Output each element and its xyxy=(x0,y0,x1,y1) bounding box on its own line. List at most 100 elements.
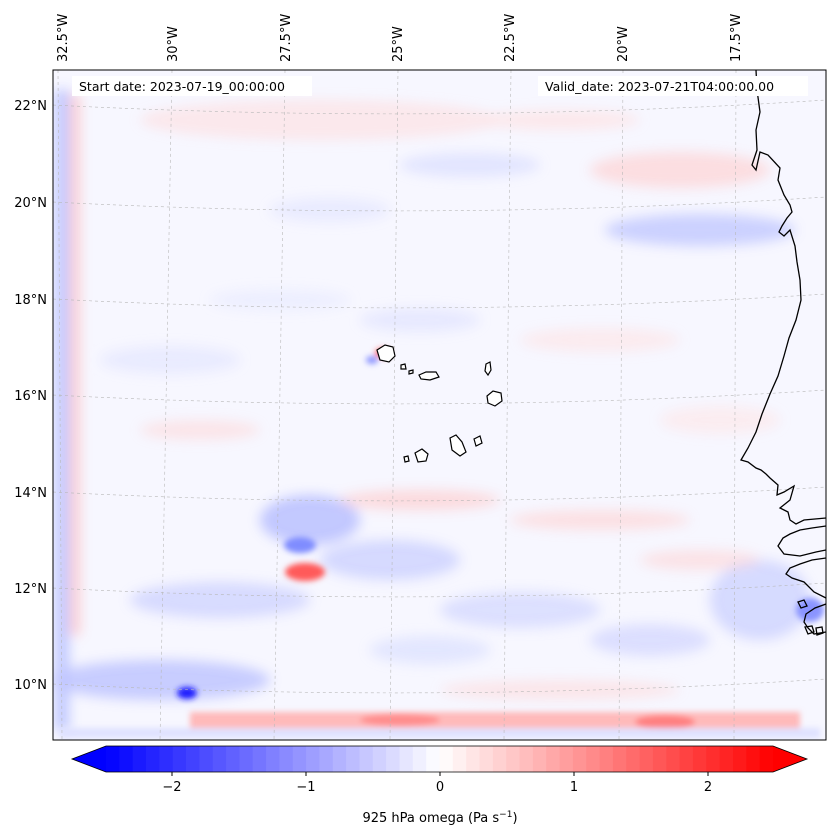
colorbar-segment xyxy=(372,746,387,772)
colorbar-segments xyxy=(106,746,774,772)
island-santo-antao xyxy=(376,344,396,363)
meridian-22-5w xyxy=(503,70,512,740)
colorbar-segment xyxy=(746,746,761,772)
valid-date-box xyxy=(538,76,808,96)
colorbar-segment xyxy=(426,746,440,772)
cb-tick-label-neg1: −1 xyxy=(296,780,315,795)
longitude-labels: 32.5°W 30°W 27.5°W 25°W 22.5°W 20°W 17.5… xyxy=(56,14,744,62)
colorbar-segment xyxy=(106,746,120,772)
latitude-labels: 22°N 20°N 18°N 16°N 14°N 12°N 10°N xyxy=(14,99,47,693)
colorbar-segment xyxy=(212,746,227,772)
colorbar-title-superscript: −1 xyxy=(499,810,512,820)
colorbar-segment xyxy=(239,746,254,772)
lon-label-17-5w: 17.5°W xyxy=(729,14,744,62)
colorbar-segment xyxy=(226,746,240,772)
lon-label-27-5w: 27.5°W xyxy=(279,14,294,62)
colorbar-segment xyxy=(612,746,627,772)
lat-label-10n: 10°N xyxy=(14,678,47,693)
meridian-30w xyxy=(159,70,173,740)
parallel-14n xyxy=(53,486,826,502)
colorbar-segment xyxy=(439,746,454,772)
colorbar-segment xyxy=(119,746,134,772)
meridian-17-5w xyxy=(733,70,737,740)
colorbar-segment xyxy=(132,746,147,772)
island-brava xyxy=(403,455,410,463)
colorbar-segment xyxy=(519,746,534,772)
map-frame xyxy=(52,69,827,741)
colorbar-segment xyxy=(306,746,320,772)
start-date-label: Start date: 2023-07-19_00:00:00 xyxy=(79,79,285,94)
lon-label-22-5w: 22.5°W xyxy=(503,14,518,62)
colorbar-segment xyxy=(679,746,694,772)
colorbar-extend-low xyxy=(72,746,106,772)
lat-label-18n: 18°N xyxy=(14,293,47,308)
colorbar-segment xyxy=(506,746,521,772)
island-santiago xyxy=(449,434,467,457)
colorbar-segment xyxy=(559,746,574,772)
colorbar-segment xyxy=(199,746,214,772)
colorbar-segment xyxy=(652,746,667,772)
lat-label-12n: 12°N xyxy=(14,582,47,597)
colorbar-segment xyxy=(159,746,174,772)
cb-tick-label-1: 1 xyxy=(570,780,578,795)
lat-label-14n: 14°N xyxy=(14,486,47,501)
colorbar-segment xyxy=(412,746,427,772)
lon-label-25w: 25°W xyxy=(391,26,406,62)
colorbar-segment xyxy=(626,746,641,772)
colorbar-segment xyxy=(146,746,160,772)
colorbar-segment xyxy=(292,746,307,772)
colorbar-segment xyxy=(692,746,707,772)
start-date-box xyxy=(72,76,312,96)
colorbar-segment xyxy=(706,746,721,772)
valid-date-label: Valid_date: 2023-07-21T04:00:00.00 xyxy=(545,79,774,94)
colorbar: −2 −1 0 1 2 925 hPa omega (Pa s−1) xyxy=(70,745,809,826)
cape-verde-islands xyxy=(376,344,503,463)
colorbar-segment xyxy=(492,746,507,772)
meridian-32-5w xyxy=(57,70,63,740)
colorbar-segment xyxy=(479,746,494,772)
colorbar-segment xyxy=(172,746,187,772)
colorbar-segment xyxy=(399,746,414,772)
cb-tick-label-0: 0 xyxy=(436,780,444,795)
graticule xyxy=(53,70,826,740)
colorbar-segment xyxy=(279,746,294,772)
lon-label-30w: 30°W xyxy=(166,26,181,62)
colorbar-segment xyxy=(732,746,747,772)
meridian-20w xyxy=(618,70,624,740)
island-bissagos-3 xyxy=(797,599,808,609)
island-sal xyxy=(484,361,492,377)
island-fogo xyxy=(414,448,429,463)
lat-label-22n: 22°N xyxy=(14,99,47,114)
colorbar-extend-high xyxy=(773,746,807,772)
cb-tick-label-neg2: −2 xyxy=(162,780,181,795)
cb-tick-label-2: 2 xyxy=(704,780,712,795)
colorbar-segment xyxy=(759,746,774,772)
parallel-10n xyxy=(53,678,826,694)
island-sao-nicolau xyxy=(418,371,440,381)
meridian-27-5w xyxy=(273,70,286,740)
island-bissagos-2 xyxy=(815,626,824,636)
colorbar-segment xyxy=(466,746,481,772)
africa-coastline xyxy=(740,70,826,635)
colorbar-outline xyxy=(70,745,809,773)
lon-label-32-5w: 32.5°W xyxy=(56,14,71,62)
colorbar-segment xyxy=(599,746,614,772)
meridian-25w xyxy=(389,70,399,740)
island-bissagos-1 xyxy=(804,625,815,635)
lon-label-20w: 20°W xyxy=(616,26,631,62)
parallel-22n xyxy=(53,99,826,115)
island-boa-vista xyxy=(486,390,503,407)
omega-field xyxy=(53,90,824,738)
colorbar-title: 925 hPa omega (Pa s−1) xyxy=(362,810,517,826)
island-maio xyxy=(473,435,483,447)
island-sao-vicente xyxy=(400,363,407,370)
colorbar-segment xyxy=(532,746,547,772)
parallel-16n xyxy=(53,389,826,405)
island-santa-luzia xyxy=(408,369,414,375)
colorbar-segment xyxy=(186,746,200,772)
colorbar-segment xyxy=(266,746,280,772)
colorbar-segment xyxy=(452,746,467,772)
colorbar-segment xyxy=(359,746,374,772)
map-panel: Start date: 2023-07-19_00:00:00 Valid_da… xyxy=(14,14,827,741)
colorbar-title-main: 925 hPa omega (Pa s xyxy=(362,811,499,826)
